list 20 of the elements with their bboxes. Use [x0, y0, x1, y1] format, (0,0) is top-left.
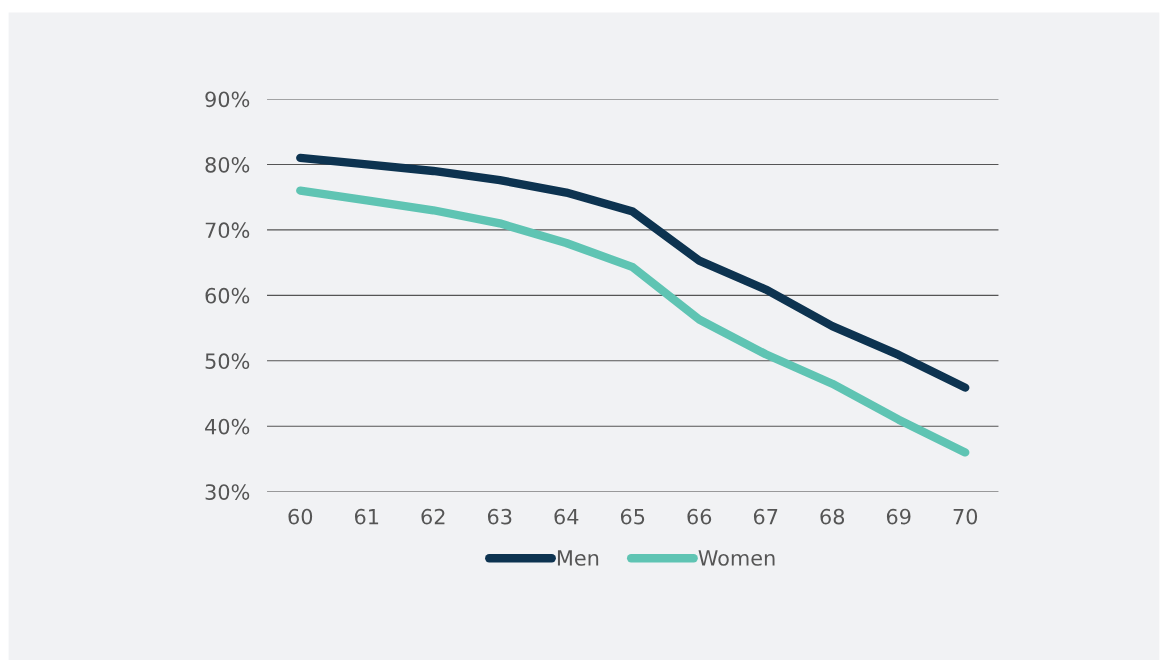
- legend-label: Men: [557, 550, 599, 566]
- x-tick-label: 69: [886, 508, 911, 525]
- x-tick-label: 66: [687, 508, 712, 525]
- x-tick-label: 64: [554, 508, 579, 525]
- y-tick-label: 70%: [205, 222, 250, 239]
- x-tick-label: 65: [620, 508, 645, 525]
- y-tick-label: 50%: [205, 353, 250, 370]
- legend-label: Women: [698, 550, 775, 566]
- x-tick-label: 68: [820, 508, 845, 525]
- x-tick-label: 62: [421, 508, 445, 525]
- y-tick-label: 80%: [205, 156, 250, 173]
- x-tick-label: 61: [354, 508, 379, 525]
- x-tick-label: 67: [753, 508, 778, 525]
- y-tick-label: 40%: [205, 418, 250, 435]
- x-tick-label: 63: [487, 508, 512, 525]
- x-tick-label: 70: [953, 508, 978, 525]
- y-tick-label: 30%: [205, 484, 250, 500]
- y-tick-label: 60%: [205, 287, 250, 304]
- x-tick-label: 60: [288, 508, 313, 525]
- y-tick-label: 90%: [205, 91, 250, 108]
